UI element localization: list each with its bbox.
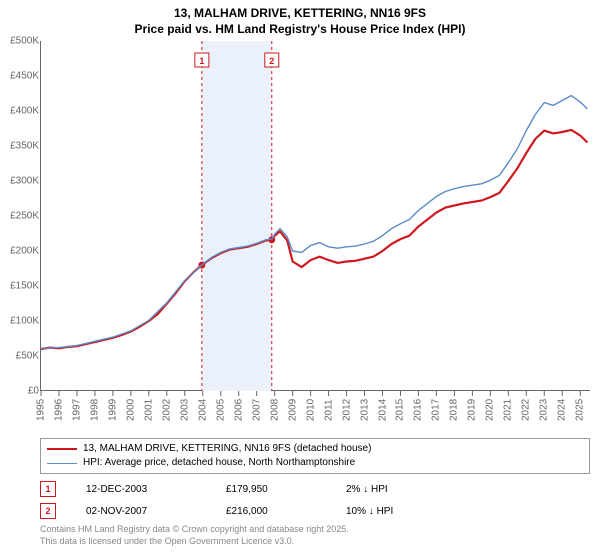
x-axis-tick: 2019	[467, 399, 478, 421]
legend-swatch	[47, 448, 77, 450]
event-date: 02-NOV-2007	[86, 506, 196, 517]
event-diff: 2% ↓ HPI	[346, 484, 456, 495]
footnote: Contains HM Land Registry data © Crown c…	[40, 524, 349, 547]
footnote-line-1: Contains HM Land Registry data © Crown c…	[40, 524, 349, 536]
legend-label: HPI: Average price, detached house, Nort…	[83, 456, 355, 470]
x-axis-tick: 2017	[431, 399, 442, 421]
event-row: 1 12-DEC-2003 £179,950 2% ↓ HPI	[40, 478, 590, 500]
x-axis-tick: 2013	[359, 399, 370, 421]
y-axis-tick: £150K	[1, 281, 39, 292]
legend-item: HPI: Average price, detached house, Nort…	[47, 456, 583, 470]
y-axis-tick: £450K	[1, 71, 39, 82]
y-axis-tick: £350K	[1, 141, 39, 152]
x-axis-tick: 2006	[233, 399, 244, 421]
event-marker: 1	[40, 481, 56, 497]
event-row: 2 02-NOV-2007 £216,000 10% ↓ HPI	[40, 500, 590, 522]
x-axis-tick: 1995	[36, 399, 47, 421]
x-axis-tick: 1999	[107, 399, 118, 421]
x-axis-tick: 2009	[287, 399, 298, 421]
event-date: 12-DEC-2003	[86, 484, 196, 495]
x-axis-tick: 2016	[413, 399, 424, 421]
chart-title: 13, MALHAM DRIVE, KETTERING, NN16 9FS Pr…	[0, 0, 600, 41]
y-axis-tick: £250K	[1, 211, 39, 222]
x-axis-tick: 2003	[179, 399, 190, 421]
y-axis-tick: £100K	[1, 316, 39, 327]
y-axis-tick: £200K	[1, 246, 39, 257]
x-axis-tick: 2007	[251, 399, 262, 421]
title-line-2: Price paid vs. HM Land Registry's House …	[0, 22, 600, 38]
x-axis-tick: 2008	[269, 399, 280, 421]
x-axis-tick: 2024	[557, 399, 568, 421]
x-axis-tick: 1996	[53, 399, 64, 421]
event-price: £179,950	[226, 484, 316, 495]
events-table: 1 12-DEC-2003 £179,950 2% ↓ HPI 2 02-NOV-2007…	[40, 478, 590, 522]
x-axis-tick: 2002	[161, 399, 172, 421]
x-axis-tick: 2021	[503, 399, 514, 421]
x-axis-tick: 2005	[215, 399, 226, 421]
x-axis-tick: 1997	[71, 399, 82, 421]
x-axis-tick: 2012	[341, 399, 352, 421]
x-axis-tick: 2023	[539, 399, 550, 421]
x-axis-tick: 2020	[485, 399, 496, 421]
title-line-1: 13, MALHAM DRIVE, KETTERING, NN16 9FS	[0, 6, 600, 22]
chart-plot-area: 12 £0£50K£100K£150K£200K£250K£300K£350K£…	[40, 41, 590, 391]
x-axis-tick: 2000	[125, 399, 136, 421]
legend-label: 13, MALHAM DRIVE, KETTERING, NN16 9FS (d…	[83, 442, 371, 456]
y-axis-tick: £0	[1, 386, 39, 397]
x-axis-tick: 2025	[575, 399, 586, 421]
y-axis-tick: £500K	[1, 36, 39, 47]
x-axis-tick: 2010	[305, 399, 316, 421]
footnote-line-2: This data is licensed under the Open Gov…	[40, 536, 349, 548]
legend: 13, MALHAM DRIVE, KETTERING, NN16 9FS (d…	[40, 438, 590, 474]
x-axis-tick: 2014	[377, 399, 388, 421]
event-marker: 2	[40, 503, 56, 519]
x-axis-tick: 2015	[395, 399, 406, 421]
x-axis-tick: 2011	[323, 400, 334, 422]
y-axis-tick: £400K	[1, 106, 39, 117]
y-axis-tick: £50K	[1, 351, 39, 362]
x-axis-tick: 2018	[449, 399, 460, 421]
x-axis-tick: 1998	[89, 399, 100, 421]
x-axis-tick: 2001	[143, 399, 154, 421]
legend-item: 13, MALHAM DRIVE, KETTERING, NN16 9FS (d…	[47, 442, 583, 456]
y-axis-tick: £300K	[1, 176, 39, 187]
event-diff: 10% ↓ HPI	[346, 506, 456, 517]
svg-text:2: 2	[269, 56, 274, 66]
legend-swatch	[47, 463, 77, 464]
x-axis-tick: 2022	[521, 399, 532, 421]
svg-text:1: 1	[199, 56, 204, 66]
x-axis-tick: 2004	[197, 399, 208, 421]
event-price: £216,000	[226, 506, 316, 517]
plot-svg: 12	[41, 41, 590, 390]
